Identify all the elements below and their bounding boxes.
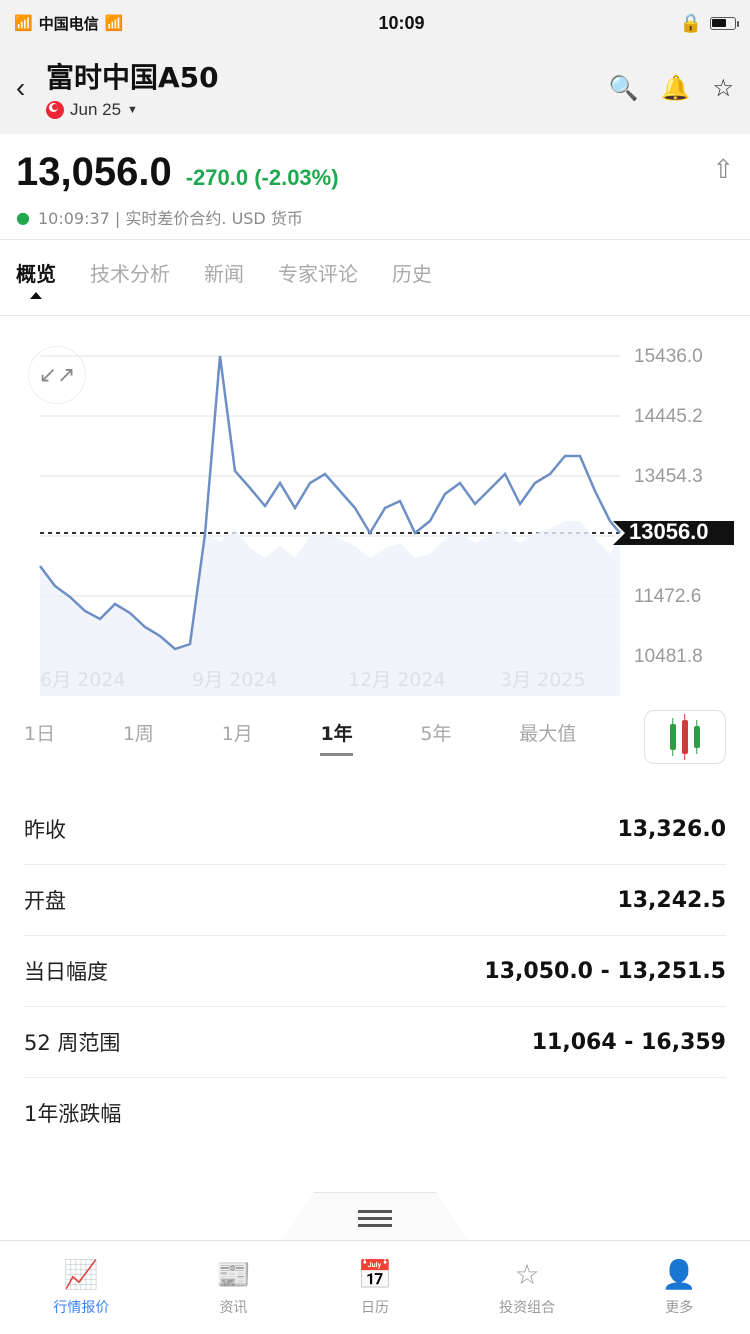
data-row-1y-change: 1年涨跌幅 bbox=[24, 1078, 726, 1148]
title-block: 富时中国A50 Jun 25 ▼ bbox=[46, 56, 609, 120]
y-tick-1: 14445.2 bbox=[634, 406, 703, 427]
tab-analysis[interactable]: 专家评论 bbox=[278, 258, 358, 301]
carrier-label: 中国电信 bbox=[39, 13, 99, 34]
chevron-down-icon: ▼ bbox=[127, 104, 138, 116]
flag-icon bbox=[46, 101, 64, 119]
nav-item-more[interactable]: 👤 更多 bbox=[662, 1258, 697, 1317]
candlestick-toggle-button[interactable] bbox=[644, 710, 726, 764]
current-price: 13,056.0 bbox=[16, 150, 172, 195]
nav-item-news[interactable]: 📰 资讯 bbox=[216, 1258, 251, 1317]
search-icon[interactable]: 🔍 bbox=[609, 74, 639, 103]
y-tick-0: 15436.0 bbox=[634, 346, 703, 367]
page-header: ‹ 富时中国A50 Jun 25 ▼ 🔍 🔔 ☆ bbox=[0, 46, 750, 134]
price-line-chart[interactable]: 15436.0 14445.2 13454.3 12463.5 11472.6 … bbox=[0, 336, 750, 696]
period-1d[interactable]: 1日 bbox=[24, 719, 55, 756]
price-change: -270.0 (-2.03%) bbox=[186, 165, 339, 191]
battery-icon bbox=[710, 17, 736, 30]
tab-news[interactable]: 新闻 bbox=[204, 258, 244, 301]
news-icon: 📰 bbox=[216, 1258, 251, 1291]
share-icon[interactable]: ⇧ bbox=[712, 154, 734, 185]
nav-item-calendar[interactable]: 📅 日历 bbox=[358, 1258, 393, 1317]
price-left-group: 13,056.0 -270.0 (-2.03%) bbox=[16, 150, 339, 195]
data-row-52wk-range: 52 周范围 11,064 - 16,359 bbox=[24, 1007, 726, 1078]
period-5y[interactable]: 5年 bbox=[420, 719, 451, 756]
lock-icon: 🔒 bbox=[680, 13, 702, 34]
period-1m[interactable]: 1月 bbox=[222, 719, 253, 756]
signal-icon: 📶 bbox=[14, 14, 33, 32]
date-label: Jun 25 bbox=[70, 100, 121, 120]
clock-icon: ● bbox=[16, 208, 30, 227]
y-tick-4: 11472.6 bbox=[634, 586, 701, 607]
nav-item-portfolio[interactable]: ☆ 投资组合 bbox=[499, 1258, 555, 1317]
data-row-prev-close: 昨收 13,326.0 bbox=[24, 794, 726, 865]
tab-technical[interactable]: 技术分析 bbox=[90, 258, 170, 301]
bottom-navigation-bar: 📈 行情报价 📰 资讯 📅 日历 ☆ 投资组合 👤 更多 bbox=[0, 1240, 750, 1334]
content-tabs: 概览 技术分析 新闻 专家评论 历史 bbox=[0, 240, 750, 316]
time-info-row: ● 10:09:37 | 实时差价合约. USD 货币 bbox=[16, 205, 734, 229]
trend-icon: 📈 bbox=[64, 1258, 99, 1291]
tab-history[interactable]: 历史 bbox=[392, 258, 432, 301]
expand-chart-icon[interactable]: ↙↗ bbox=[28, 346, 86, 404]
wifi-icon: 📶 bbox=[105, 14, 124, 32]
nav-item-quotes[interactable]: 📈 行情报价 bbox=[53, 1258, 109, 1317]
status-right-group: 🔒 bbox=[680, 13, 736, 34]
alert-bell-icon[interactable]: 🔔 bbox=[661, 74, 691, 103]
data-row-day-range: 当日幅度 13,050.0 - 13,251.5 bbox=[24, 936, 726, 1007]
y-tick-5: 10481.8 bbox=[634, 646, 703, 667]
price-section: 13,056.0 -270.0 (-2.03%) ⇧ ● 10:09:37 | … bbox=[0, 134, 750, 240]
time-info-label: 10:09:37 | 实时差价合约. USD 货币 bbox=[38, 205, 303, 229]
chart-section: ↙↗ 15436.0 14445.2 13454.3 12463.5 11472… bbox=[0, 316, 750, 696]
chart-wrap: ↙↗ 15436.0 14445.2 13454.3 12463.5 11472… bbox=[0, 336, 750, 696]
calendar-icon: 📅 bbox=[358, 1258, 393, 1291]
price-row: 13,056.0 -270.0 (-2.03%) ⇧ bbox=[16, 150, 734, 195]
period-1y[interactable]: 1年 bbox=[320, 719, 352, 756]
clock-label: 10:09 bbox=[378, 13, 424, 34]
status-bar: 📶 中国电信 📶 10:09 🔒 bbox=[0, 0, 750, 46]
hamburger-icon bbox=[358, 1210, 392, 1227]
back-button[interactable]: ‹ bbox=[16, 72, 46, 104]
user-icon: 👤 bbox=[662, 1258, 697, 1291]
header-top-row: ‹ 富时中国A50 Jun 25 ▼ 🔍 🔔 ☆ bbox=[16, 56, 734, 120]
date-selector[interactable]: Jun 25 ▼ bbox=[46, 100, 609, 120]
data-row-open: 开盘 13,242.5 bbox=[24, 865, 726, 936]
period-1w[interactable]: 1周 bbox=[123, 719, 154, 756]
y-tick-2: 13454.3 bbox=[634, 466, 703, 487]
star-favorite-icon[interactable]: ☆ bbox=[712, 74, 734, 103]
header-icon-group: 🔍 🔔 ☆ bbox=[609, 74, 734, 103]
period-max[interactable]: 最大值 bbox=[519, 719, 576, 756]
instrument-title: 富时中国A50 bbox=[46, 56, 609, 96]
panel-drag-handle[interactable] bbox=[280, 1192, 470, 1244]
status-left-group: 📶 中国电信 📶 bbox=[14, 13, 123, 34]
tab-overview[interactable]: 概览 bbox=[16, 258, 56, 301]
instrument-data-table: 昨收 13,326.0 开盘 13,242.5 当日幅度 13,050.0 - … bbox=[0, 784, 750, 1148]
star-icon: ☆ bbox=[515, 1258, 540, 1291]
period-selector-row: 1日 1周 1月 1年 5年 最大值 bbox=[0, 696, 750, 784]
current-value-badge: 13056.0 bbox=[629, 519, 709, 544]
